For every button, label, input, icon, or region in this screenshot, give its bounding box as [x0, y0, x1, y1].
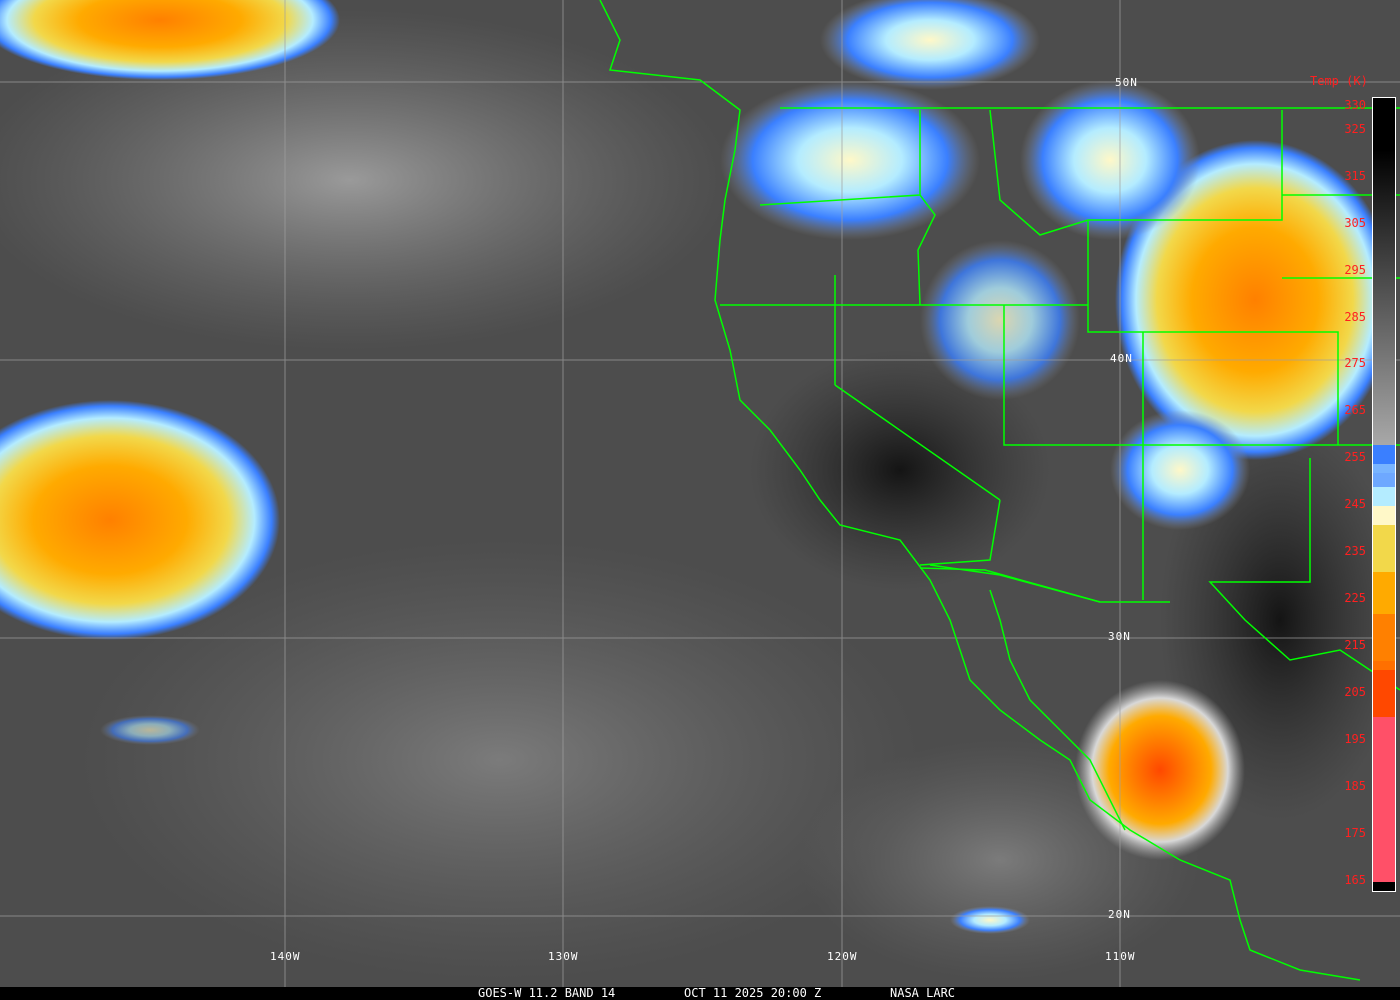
- convective-storm: [1075, 680, 1245, 860]
- colorbar-segment: [1373, 525, 1395, 572]
- clear-land: [750, 350, 1050, 590]
- colorbar-segment: [1373, 487, 1395, 507]
- lat-label: 40N: [1110, 352, 1133, 365]
- colorbar-tick-label: 205: [1344, 684, 1366, 699]
- political-borders: [599, 0, 1400, 981]
- temperature-colorbar: [1372, 97, 1396, 892]
- mexico-border: [919, 567, 1101, 603]
- lon-label: 120W: [827, 950, 858, 963]
- colorbar-tick-label: 245: [1344, 497, 1366, 512]
- colorbar-segment: [1373, 571, 1395, 615]
- footer-band: GOES-W 11.2 BAND 14: [478, 986, 616, 1000]
- colorbar-tick-label: 325: [1344, 121, 1366, 136]
- colorbar-tick-label: 165: [1344, 872, 1366, 887]
- colorbar-tick-label: 215: [1344, 638, 1366, 652]
- colorbar-tick-label: 185: [1344, 778, 1366, 793]
- baja-coast: [989, 589, 1126, 831]
- mid-cloud: [820, 0, 1040, 90]
- mid-cloud: [950, 906, 1030, 934]
- colorbar-segment: [1373, 614, 1395, 662]
- lat-label: 50N: [1115, 76, 1138, 89]
- colorbar-tick-label: 255: [1344, 450, 1366, 465]
- mid-cloud: [100, 715, 200, 745]
- colorbar-tick-label: 175: [1344, 825, 1366, 840]
- footer-bar: GOES-W 11.2 BAND 14 OCT 11 2025 20:00 Z …: [0, 987, 1400, 1000]
- lat-label: 30N: [1108, 630, 1131, 643]
- colorbar-tick-label: 195: [1344, 731, 1366, 746]
- colorbar-segment: [1373, 670, 1395, 718]
- mid-cloud: [720, 80, 980, 240]
- colorbar-tick-label: 225: [1344, 591, 1366, 606]
- colorbar-segment: [1373, 445, 1395, 464]
- footer-datetime: OCT 11 2025 20:00 Z: [684, 986, 822, 1000]
- colorbar-tick-label: 265: [1344, 403, 1366, 418]
- state-border: [720, 109, 1400, 691]
- footer-credit: NASA LARC: [890, 986, 956, 1000]
- coastline: [599, 0, 1361, 981]
- colorbar-segment: [1373, 473, 1395, 488]
- colorbar-tick-label: 285: [1344, 309, 1366, 324]
- mid-cloud: [920, 240, 1080, 400]
- cold-cloud: [0, 0, 340, 80]
- colorbar-tick-label: 235: [1344, 544, 1366, 559]
- lat-label: 20N: [1108, 908, 1131, 921]
- colorbar-tick-label: 305: [1344, 215, 1366, 230]
- colorbar-tick-label: 275: [1344, 356, 1366, 371]
- cloud-field: [80, 540, 920, 980]
- cloud-field: [0, 10, 730, 350]
- colorbar-segment: [1373, 464, 1395, 474]
- colorbar-segment: [1373, 661, 1395, 671]
- lon-label: 140W: [270, 950, 301, 963]
- colorbar-title: Temp (K): [1310, 74, 1368, 88]
- colorbar-tick-label: 295: [1344, 262, 1366, 277]
- colorbar-tick-label: 330: [1344, 98, 1366, 113]
- colorbar-tick-label: 315: [1344, 168, 1366, 183]
- lon-label: 130W: [548, 950, 579, 963]
- colorbar-segment: [1373, 506, 1395, 525]
- colorbar-segment: [1373, 98, 1395, 446]
- colorbar-segment: [1373, 717, 1395, 882]
- lon-label: 110W: [1105, 950, 1136, 963]
- cold-cloud: [0, 400, 280, 640]
- mid-cloud: [1110, 410, 1250, 530]
- mid-cloud: [1020, 80, 1200, 240]
